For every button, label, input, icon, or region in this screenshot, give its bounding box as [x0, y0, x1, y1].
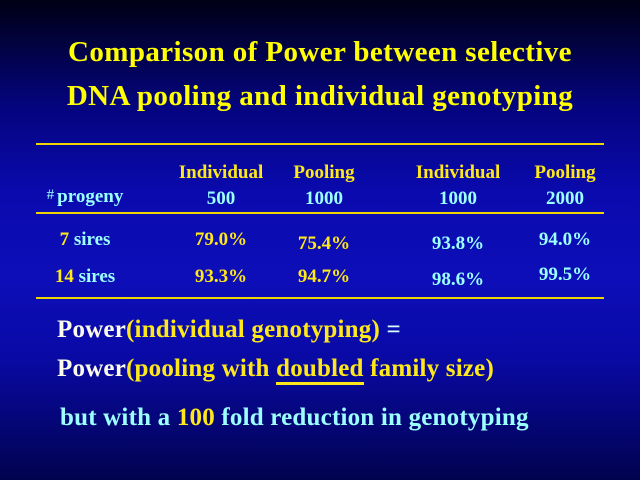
column-method-label: Individual	[178, 162, 264, 183]
row-label-header: # progeny	[25, 184, 145, 211]
column-method-label: Individual	[415, 162, 501, 183]
power-value: 94.7%	[297, 266, 351, 287]
table-bottom-rule	[36, 297, 604, 299]
table-header-rule	[36, 212, 604, 214]
power-value: 98.6%	[431, 269, 485, 290]
power-value: 94.0%	[538, 229, 592, 250]
conclusion-line: but with a 100 fold reduction in genotyp…	[60, 404, 529, 432]
hash-symbol: #	[46, 187, 55, 203]
column-size-label: 1000	[305, 188, 343, 209]
conclusion-text: fold reduction in genotyping	[214, 404, 529, 431]
row-num: 7	[59, 229, 70, 250]
column-method-label: Pooling	[534, 162, 596, 183]
power-value: 93.8%	[431, 233, 485, 254]
hundred-highlight: 100	[176, 404, 215, 431]
paren-text: (individual genotyping)	[126, 316, 381, 343]
power-word: Power	[57, 316, 127, 343]
equation-line-2: Power(pooling with doubled family size)	[57, 355, 494, 385]
conclusion-text: but with a	[60, 404, 177, 431]
power-value: 79.0%	[194, 229, 248, 250]
slide-title: Comparison of Power between selective DN…	[0, 30, 640, 118]
row-word: sires	[78, 266, 116, 287]
column-header-individual-1000: Individual 1000	[398, 160, 518, 212]
title-line-1: Comparison of Power between selective	[68, 36, 572, 68]
power-value: 75.4%	[297, 233, 351, 254]
column-header-pooling-2000: Pooling 2000	[505, 160, 625, 212]
row-word: sires	[73, 229, 111, 250]
row-num: 14	[54, 266, 74, 287]
power-value: 93.3%	[194, 266, 248, 287]
equals-sign: =	[380, 316, 401, 343]
power-word: Power	[57, 355, 127, 382]
power-value: 99.5%	[538, 264, 592, 285]
column-size-label: 500	[206, 188, 236, 209]
title-line-2: DNA pooling and individual genotyping	[66, 80, 574, 112]
row-label-7-sires: 7 sires	[25, 227, 145, 253]
equation-line-1: Power(individual genotyping) =	[57, 316, 401, 344]
column-size-label: 1000	[439, 188, 477, 209]
column-method-label: Pooling	[293, 162, 355, 183]
paren-text: (pooling with	[126, 355, 277, 382]
column-header-pooling-1000: Pooling 1000	[264, 160, 384, 212]
doubled-underlined: doubled	[276, 355, 364, 385]
row-label-14-sires: 14 sires	[25, 264, 145, 290]
table-top-rule	[36, 143, 604, 145]
column-size-label: 2000	[546, 188, 584, 209]
row-label-header-text: progeny	[57, 186, 124, 207]
paren-text: family size)	[363, 355, 494, 382]
column-header-individual-500: Individual 500	[161, 160, 281, 212]
